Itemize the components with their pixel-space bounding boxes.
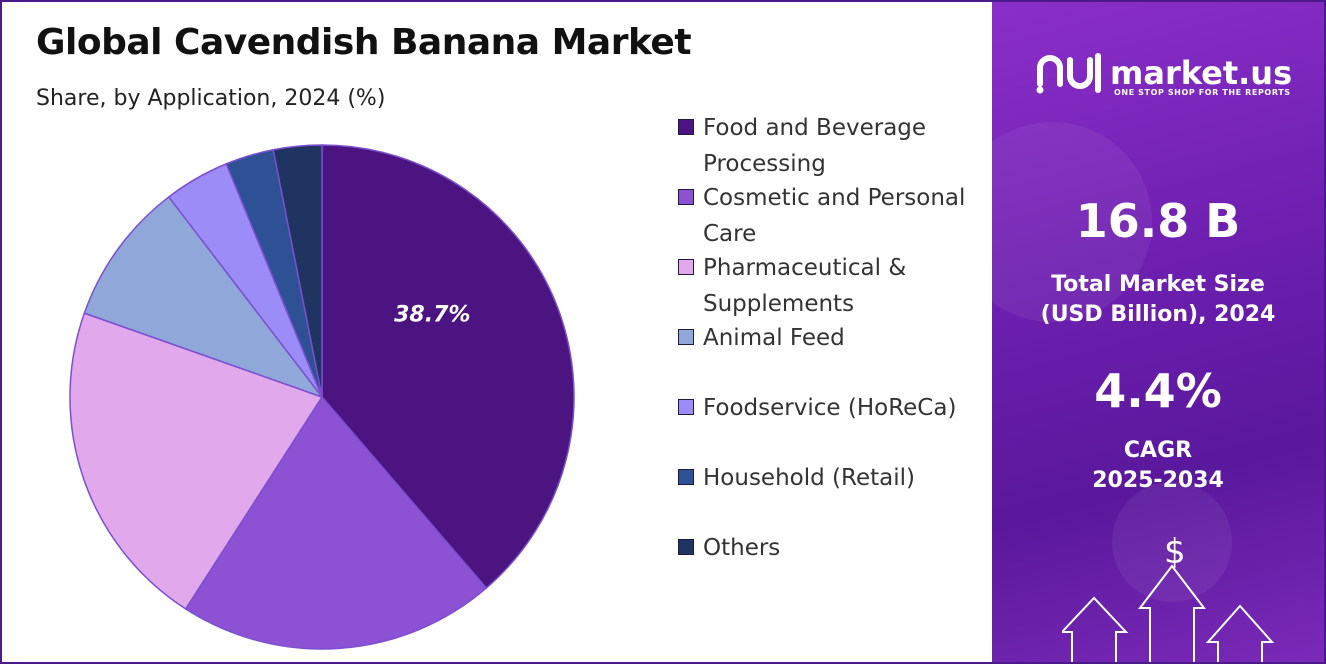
pie-data-label-1: 38.7% (394, 303, 470, 328)
cagr-label-line1: CAGR (1123, 438, 1193, 463)
market-us-logo-icon (1036, 53, 1101, 94)
decorative-coffee-cup (1112, 482, 1232, 602)
market-size-value: 16.8 B (1075, 194, 1241, 248)
decorative-shape (992, 122, 1152, 322)
legend-item-6: Household (Retail) (678, 460, 993, 496)
legend-item-4: Animal Feed (678, 320, 993, 356)
legend-label-7: Others (703, 535, 781, 561)
legend-swatch-5 (678, 399, 694, 415)
chart-title: Global Cavendish Banana Market (36, 22, 692, 63)
legend-item-7: Others (678, 530, 993, 566)
legend-label-6: Household (Retail) (703, 465, 915, 491)
logo-tagline: ONE STOP SHOP FOR THE REPORTS (1114, 88, 1291, 97)
dollar-icon: $ (1164, 532, 1186, 572)
logo-text: market.us (1110, 54, 1293, 92)
pie-slice-3 (69, 312, 324, 610)
market-size-label-line2: (USD Billion), 2024 (1040, 302, 1276, 327)
legend-item-3: Pharmaceutical & Supplements (678, 250, 993, 322)
cagr-label-line2: 2025-2034 (1092, 468, 1224, 493)
legend-label-2: Cosmetic and Personal Care (703, 185, 966, 247)
legend-label-4: Animal Feed (703, 325, 845, 351)
pie-slice-1 (321, 144, 575, 590)
up-arrow-icon (1062, 564, 1275, 662)
brand-logo: market.us (1036, 50, 1292, 96)
chart-subtitle: Share, by Application, 2024 (%) (36, 86, 386, 111)
legend-swatch-4 (678, 329, 694, 345)
legend-swatch-7 (678, 539, 694, 555)
legend-swatch-3 (678, 259, 694, 275)
legend-label-1: Food and Beverage Processing (703, 115, 927, 177)
legend-swatch-2 (678, 189, 694, 205)
summary-sidebar: market.us ONE STOP SHOP FOR THE REPORTS … (992, 2, 1324, 662)
pie-slice-2 (184, 395, 488, 650)
legend-item-1: Food and Beverage Processing (678, 110, 993, 182)
legend-item-5: Foodservice (HoReCa) (678, 390, 993, 426)
legend-swatch-1 (678, 119, 694, 135)
cagr-value: 4.4% (1094, 364, 1222, 418)
pie-slice-4 (83, 195, 325, 399)
legend-label-5: Foodservice (HoReCa) (703, 395, 957, 421)
legend-label-3: Pharmaceutical & Supplements (703, 255, 907, 317)
legend-swatch-6 (678, 469, 694, 485)
legend-item-2: Cosmetic and Personal Care (678, 180, 993, 252)
market-size-label-line1: Total Market Size (1051, 272, 1265, 297)
pie-chart: 38.7% (69, 144, 575, 650)
pie-slice-7 (272, 144, 323, 398)
chart-panel: Global Cavendish Banana Market Share, by… (2, 2, 990, 662)
